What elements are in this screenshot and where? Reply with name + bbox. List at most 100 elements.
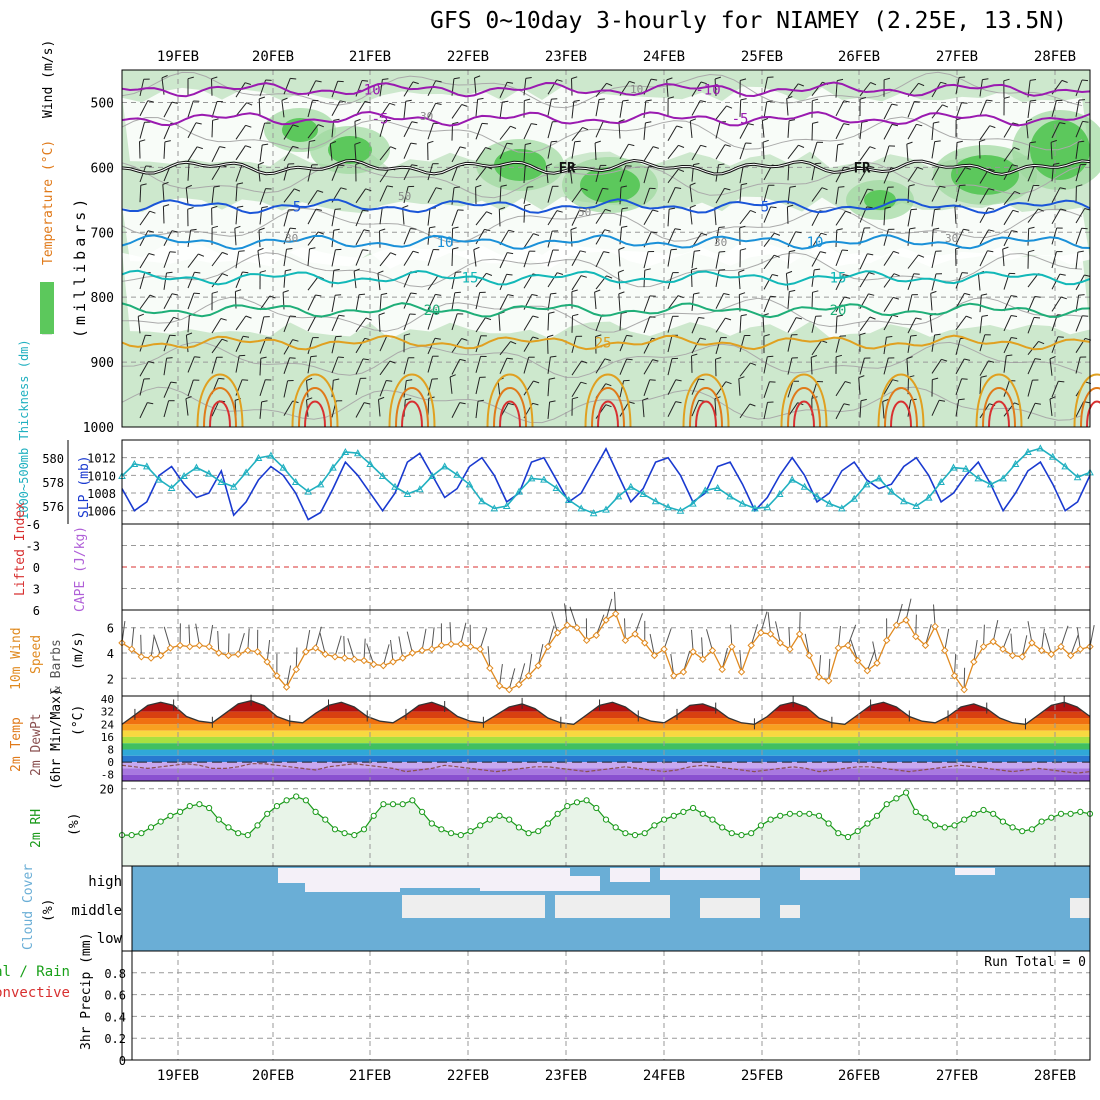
- wind-barb: [211, 252, 223, 267]
- wind-barb: [715, 188, 725, 204]
- temperature-color-band: [122, 768, 1090, 775]
- thickness-point: [527, 474, 536, 482]
- pressure-tick-label: 900: [91, 356, 114, 371]
- surface-wind-barb: [1044, 632, 1052, 655]
- thickness-point: [502, 501, 511, 509]
- wind-barb: [474, 77, 477, 95]
- rh2m-point: [535, 828, 542, 835]
- wind-barb: [211, 400, 220, 417]
- wind-barb-flag: [166, 271, 173, 274]
- wind-barb-flag: [893, 273, 900, 277]
- wind-barb-flag: [434, 337, 441, 340]
- surface-wind-barb: [334, 635, 342, 657]
- surface-wind-barb: [398, 636, 404, 659]
- wind-barb: [595, 165, 601, 182]
- wind-barb: [931, 164, 941, 181]
- surface-wind-barb: [487, 646, 491, 669]
- wind-barb: [667, 228, 676, 245]
- wind-speed-point: [786, 645, 794, 653]
- surface-wind-barb: [953, 653, 957, 676]
- wind-barb: [595, 121, 604, 138]
- wind-barb-flag: [786, 96, 793, 100]
- surface-wind-barb: [499, 664, 503, 686]
- wind-barb: [331, 81, 339, 98]
- wind-barb: [667, 316, 674, 333]
- thickness-point: [900, 497, 908, 505]
- wind-barb-flag: [1076, 184, 1083, 187]
- temperature-color-band: [122, 774, 1090, 781]
- wind-barb-flag: [162, 181, 169, 185]
- wind-barb: [499, 294, 509, 310]
- wind-barb: [643, 295, 651, 313]
- wind-barb: [547, 186, 553, 203]
- pressure-tick-label: 800: [91, 291, 114, 306]
- wind-barb-flag: [603, 251, 610, 254]
- wind-barb: [139, 165, 147, 183]
- thickness-point: [254, 453, 263, 461]
- wind-barb: [523, 165, 526, 184]
- wind-barb-flag: [914, 101, 921, 103]
- wind-barb-flag: [690, 118, 697, 122]
- rh2m-point: [341, 830, 348, 837]
- thickness-point: [1024, 447, 1032, 455]
- wind-barb-flag: [821, 340, 828, 344]
- wind-barb-flag: [330, 141, 337, 145]
- wind-barb: [739, 123, 749, 139]
- lifted-index-tick-label: 6: [33, 604, 40, 618]
- wind-barb-flag: [606, 275, 613, 279]
- wind-barb-flag: [386, 380, 393, 382]
- wind-barb: [571, 210, 580, 226]
- thickness-point: [589, 509, 598, 517]
- wind-barb: [835, 249, 843, 267]
- wind-barb: [618, 249, 621, 267]
- wind-barb: [355, 358, 364, 375]
- wind-barb: [403, 313, 411, 331]
- wind-barb: [475, 147, 486, 162]
- wind-barb: [451, 228, 454, 246]
- wind-speed-point: [602, 616, 610, 624]
- wind-barb: [1051, 100, 1057, 118]
- wind-barb-flag: [932, 377, 939, 381]
- cloud-level-label: low: [97, 931, 123, 947]
- wind-barb-flag: [838, 186, 845, 188]
- wind-barb-flag: [750, 362, 757, 366]
- wind-barb-flag: [289, 227, 297, 230]
- surface-wind-barb: [634, 613, 643, 635]
- rh2m-point: [264, 810, 271, 817]
- wind-barb-flag: [789, 119, 796, 122]
- wind-barb-flag: [741, 183, 748, 186]
- wind-barb-flag: [259, 270, 267, 273]
- wind-barb: [691, 378, 699, 395]
- rh2m-point: [631, 832, 639, 839]
- wind-barb: [715, 317, 726, 333]
- surface-wind-barb: [866, 649, 876, 671]
- thickness-point: [316, 480, 325, 488]
- wind-barb-flag: [858, 375, 865, 379]
- wind-barb-flag: [166, 357, 173, 359]
- wind-barb: [1051, 381, 1059, 398]
- wind-barb-flag: [719, 251, 726, 253]
- thickness-point: [564, 495, 573, 503]
- wind-barb: [1049, 358, 1053, 376]
- wind-speed-point: [641, 639, 649, 647]
- wind-barb-flag: [362, 358, 369, 361]
- wind-barb: [859, 82, 871, 97]
- wind-barb-flag: [795, 231, 802, 234]
- wind-speed-point: [350, 655, 359, 664]
- wind-barb: [883, 208, 886, 226]
- wind-barb-flag: [449, 374, 456, 378]
- wind-barb: [643, 188, 651, 205]
- wind-barb: [187, 100, 194, 118]
- wind-speed-point: [844, 641, 852, 650]
- wind-barb-flag: [844, 381, 851, 384]
- surface-wind-barb: [933, 604, 936, 627]
- wind-barb-flag: [580, 250, 587, 253]
- wind-barb: [1027, 228, 1030, 246]
- wind-barb: [1027, 273, 1039, 288]
- wind-barb: [883, 314, 893, 331]
- wind-barb-flag: [988, 207, 995, 210]
- rh2m-axis-label: 2m RH: [29, 809, 44, 848]
- wind-barb: [787, 251, 790, 269]
- wind-barb-flag: [171, 230, 178, 233]
- wind-barb-flag: [859, 97, 867, 100]
